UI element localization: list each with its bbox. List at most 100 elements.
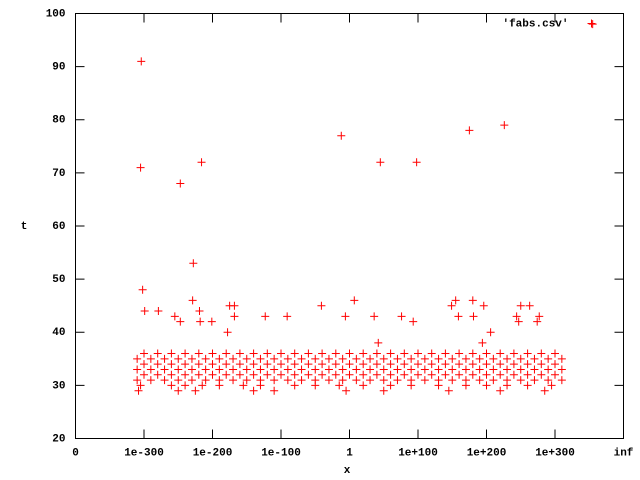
x-tick-label: 1e+300 <box>535 447 575 459</box>
point <box>134 386 143 395</box>
point <box>370 312 379 321</box>
point <box>496 349 505 358</box>
point <box>420 376 429 385</box>
point <box>174 376 183 385</box>
point <box>263 349 272 358</box>
y-axis-label: t <box>21 221 28 233</box>
point <box>197 158 206 167</box>
point <box>174 365 183 374</box>
point <box>176 179 185 188</box>
point <box>544 376 553 385</box>
point <box>509 370 518 379</box>
point <box>441 349 450 358</box>
point <box>503 365 512 374</box>
point <box>503 381 512 390</box>
point <box>170 312 179 321</box>
point <box>447 301 456 310</box>
point <box>194 360 203 369</box>
point <box>530 354 539 363</box>
point <box>191 386 200 395</box>
point <box>352 354 361 363</box>
point <box>393 354 402 363</box>
point <box>215 381 224 390</box>
point <box>537 360 546 369</box>
point <box>547 381 556 390</box>
point <box>153 349 162 358</box>
point <box>448 365 457 374</box>
point <box>181 349 190 358</box>
point <box>239 381 248 390</box>
point <box>514 317 523 326</box>
point <box>290 370 299 379</box>
y-tick-label: 90 <box>52 62 65 74</box>
point <box>386 349 395 358</box>
point <box>479 301 488 310</box>
point <box>230 312 239 321</box>
point <box>277 360 285 369</box>
point <box>489 376 498 385</box>
point <box>167 370 176 379</box>
x-axis-label: x <box>344 465 351 477</box>
point <box>379 376 388 385</box>
point <box>138 285 147 294</box>
point <box>345 370 354 379</box>
legend-marker <box>587 19 596 28</box>
point <box>496 386 505 395</box>
point <box>270 365 279 374</box>
point <box>489 365 498 374</box>
point <box>420 354 429 363</box>
point <box>167 360 176 369</box>
point <box>407 354 416 363</box>
point <box>297 376 306 385</box>
point <box>465 126 474 135</box>
point <box>153 360 162 369</box>
point <box>188 296 197 305</box>
point <box>509 349 518 358</box>
point <box>318 349 327 358</box>
point <box>256 381 265 390</box>
point <box>311 365 320 374</box>
point <box>187 365 196 374</box>
point <box>489 354 498 363</box>
point <box>407 365 416 374</box>
point <box>359 349 368 358</box>
point <box>146 376 155 385</box>
point <box>535 312 544 321</box>
point <box>444 386 453 395</box>
point <box>475 376 484 385</box>
point <box>311 354 320 363</box>
point <box>414 360 422 369</box>
x-tick-label: inf <box>614 447 634 459</box>
point <box>297 365 306 374</box>
y-tick-label: 60 <box>52 221 65 233</box>
point <box>482 360 491 369</box>
point <box>337 131 346 140</box>
point <box>324 365 333 374</box>
y-tick-label: 100 <box>46 8 66 20</box>
point <box>201 365 210 374</box>
point <box>400 360 409 369</box>
point <box>235 370 244 379</box>
point <box>366 376 375 385</box>
point <box>317 301 326 310</box>
point <box>304 349 313 358</box>
point <box>414 370 422 379</box>
point <box>379 386 388 395</box>
point <box>496 360 505 369</box>
point <box>140 307 149 315</box>
point <box>195 307 204 315</box>
point <box>557 354 566 363</box>
point <box>242 354 251 363</box>
point <box>140 360 148 369</box>
point <box>427 370 436 379</box>
point <box>512 312 521 321</box>
point <box>174 386 183 395</box>
x-tick-label: 1e+100 <box>398 447 438 459</box>
point <box>304 360 313 369</box>
point <box>194 370 203 379</box>
point <box>434 381 443 390</box>
point <box>256 365 265 374</box>
point <box>475 354 484 363</box>
point <box>242 365 251 374</box>
